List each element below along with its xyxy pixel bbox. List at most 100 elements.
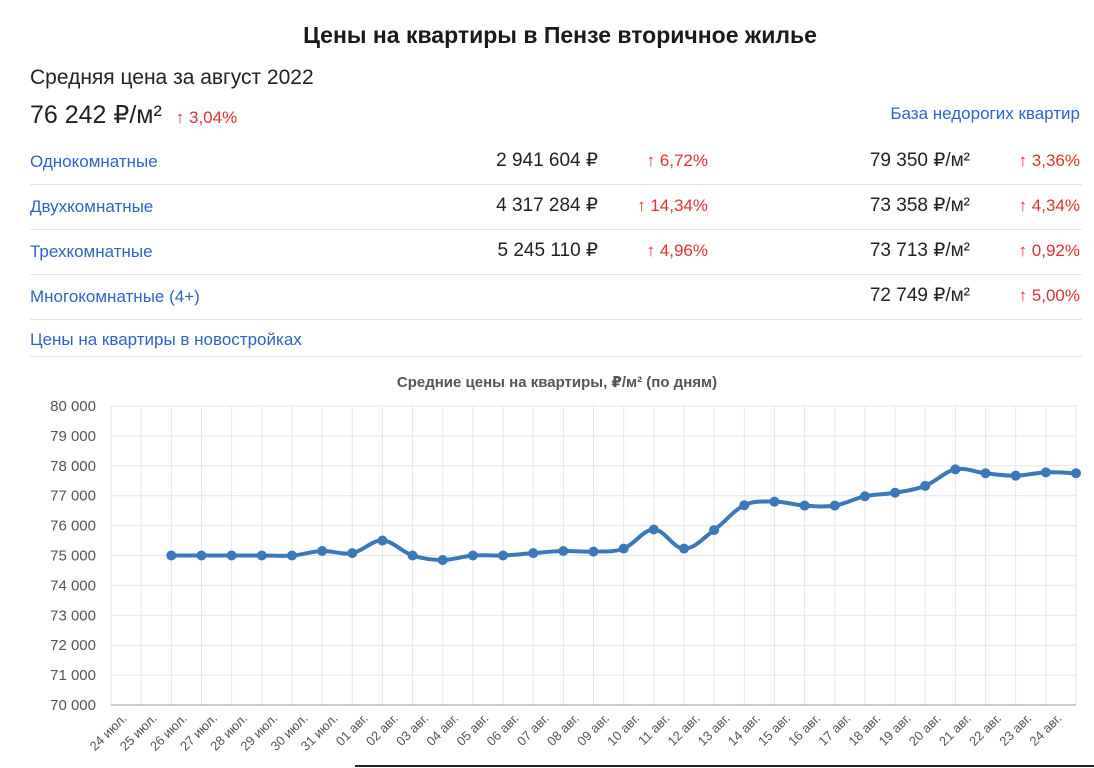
- average-price-change: ↑ 3,04%: [175, 108, 238, 127]
- price-per-sqm: 79 350 ₽/м²: [869, 150, 970, 171]
- data-point: [709, 525, 720, 536]
- y-tick-label: 77 000: [50, 488, 96, 505]
- price-per-sqm-change: ↑ 5,00%: [1018, 286, 1080, 305]
- price-per-sqm: 72 749 ₽/м²: [869, 285, 970, 306]
- room-type-link[interactable]: Однокомнатные: [30, 152, 158, 171]
- divider: [355, 765, 1094, 767]
- data-point: [769, 496, 780, 507]
- data-point: [196, 550, 207, 561]
- x-tick-label: 05 авг.: [453, 711, 491, 749]
- x-tick-label: 14 авг.: [725, 711, 763, 749]
- data-point: [407, 550, 418, 561]
- x-tick-label: 01 авг.: [333, 711, 371, 749]
- y-tick-label: 71 000: [50, 667, 96, 684]
- data-point: [618, 543, 629, 554]
- data-point: [286, 550, 297, 561]
- data-point: [890, 487, 901, 498]
- data-point: [739, 500, 750, 511]
- x-tick-label: 18 авг.: [845, 711, 883, 749]
- data-point: [829, 500, 840, 511]
- data-point: [226, 550, 237, 561]
- data-point: [528, 548, 539, 559]
- room-type-link[interactable]: Трехкомнатные: [30, 242, 153, 261]
- x-tick-label: 15 авг.: [755, 711, 793, 749]
- data-point: [859, 491, 870, 502]
- chart-title: Средние цены на квартиры, ₽/м² (по дням): [397, 374, 717, 391]
- data-point: [467, 550, 478, 561]
- price-per-sqm: 73 358 ₽/м²: [869, 195, 970, 216]
- data-point: [317, 546, 328, 557]
- table-row: Однокомнатные 2 941 604 ₽ ↑ 6,72% 79 350…: [30, 140, 1082, 185]
- x-tick-label: 17 авг.: [815, 711, 853, 749]
- data-point: [799, 500, 810, 511]
- x-tick-label: 16 авг.: [785, 711, 823, 749]
- x-tick-label: 13 авг.: [695, 711, 733, 749]
- new-buildings-link[interactable]: Цены на квартиры в новостройках: [30, 330, 302, 349]
- data-point: [347, 548, 358, 559]
- data-point: [377, 535, 388, 546]
- y-tick-label: 80 000: [50, 398, 96, 415]
- room-type-link[interactable]: Многокомнатные (4+): [30, 287, 200, 306]
- data-point: [950, 464, 961, 475]
- x-tick-label: 19 авг.: [876, 711, 914, 749]
- x-tick-label: 06 авг.: [484, 711, 522, 749]
- data-point: [678, 543, 689, 554]
- y-tick-label: 75 000: [50, 548, 96, 565]
- new-buildings-row: Цены на квартиры в новостройках: [30, 316, 1082, 357]
- x-tick-label: 22 авг.: [966, 711, 1004, 749]
- x-tick-label: 20 авг.: [906, 711, 944, 749]
- x-tick-label: 10 авг.: [604, 711, 642, 749]
- total-price: 2 941 604 ₽: [496, 150, 598, 171]
- data-point: [498, 550, 509, 561]
- price-per-sqm: 73 713 ₽/м²: [869, 240, 970, 261]
- table-row: Трехкомнатные 5 245 110 ₽ ↑ 4,96% 73 713…: [30, 230, 1082, 275]
- data-point: [256, 550, 267, 561]
- x-tick-label: 02 авг.: [363, 711, 401, 749]
- x-tick-label: 07 авг.: [514, 711, 552, 749]
- data-point: [980, 468, 991, 479]
- data-point: [920, 480, 931, 491]
- x-tick-label: 08 авг.: [544, 711, 582, 749]
- y-tick-label: 78 000: [50, 458, 96, 475]
- y-tick-label: 72 000: [50, 637, 96, 654]
- total-price-change: ↑ 4,96%: [646, 241, 708, 260]
- page-title: Цены на квартиры в Пензе вторичное жилье: [303, 22, 817, 48]
- y-tick-label: 73 000: [50, 607, 96, 624]
- x-tick-label: 23 авг.: [996, 711, 1034, 749]
- x-tick-label: 21 авг.: [936, 711, 974, 749]
- data-point: [1010, 470, 1021, 481]
- data-point: [1071, 468, 1081, 479]
- price-line-chart: Средние цены на квартиры, ₽/м² (по дням)…: [50, 374, 1081, 754]
- average-price-label: Средняя цена за август 2022: [30, 66, 314, 89]
- x-tick-label: 12 авг.: [665, 711, 703, 749]
- table-row: Двухкомнатные 4 317 284 ₽ ↑ 14,34% 73 35…: [30, 185, 1082, 230]
- x-tick-label: 24 авг.: [1026, 711, 1064, 749]
- x-tick-label: 04 авг.: [423, 711, 461, 749]
- x-tick-label: 09 авг.: [574, 711, 612, 749]
- room-type-link[interactable]: Двухкомнатные: [30, 197, 154, 216]
- total-price: 5 245 110 ₽: [497, 240, 598, 261]
- x-tick-label: 11 авг.: [635, 711, 672, 748]
- total-price-change: ↑ 14,34%: [637, 196, 708, 215]
- data-point: [166, 550, 177, 561]
- price-per-sqm-change: ↑ 0,92%: [1018, 241, 1080, 260]
- price-table: Однокомнатные 2 941 604 ₽ ↑ 6,72% 79 350…: [30, 140, 1082, 320]
- x-tick-label: 03 авг.: [393, 711, 431, 749]
- average-price-row: 76 242 ₽/м² ↑ 3,04%: [30, 100, 237, 130]
- data-point: [588, 546, 599, 557]
- total-price: 4 317 284 ₽: [496, 195, 598, 216]
- data-point: [558, 546, 569, 557]
- price-per-sqm-change: ↑ 3,36%: [1018, 151, 1080, 170]
- y-tick-label: 79 000: [50, 428, 96, 445]
- data-point: [648, 524, 659, 535]
- y-tick-label: 70 000: [50, 697, 96, 714]
- total-price-change: ↑ 6,72%: [646, 151, 708, 170]
- table-row: Многокомнатные (4+) 72 749 ₽/м² ↑ 5,00%: [30, 275, 1082, 320]
- price-per-sqm-change: ↑ 4,34%: [1018, 196, 1080, 215]
- y-tick-label: 74 000: [50, 577, 96, 594]
- data-point: [437, 554, 448, 565]
- average-price-value: 76 242 ₽/м²: [30, 101, 162, 129]
- y-tick-label: 76 000: [50, 518, 96, 535]
- data-point: [1040, 467, 1051, 478]
- cheap-apartments-base-link[interactable]: База недорогих квартир: [890, 104, 1080, 123]
